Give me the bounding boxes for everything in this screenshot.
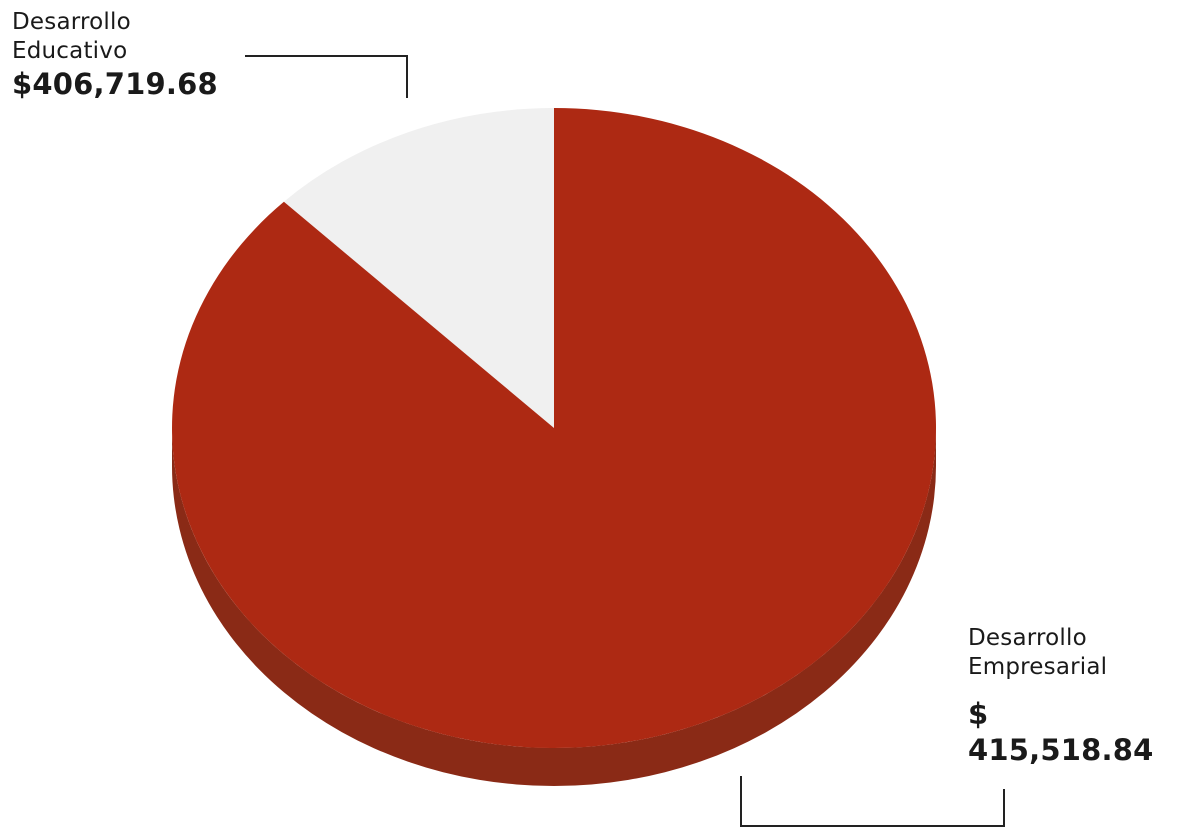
leader-line-educativo	[245, 55, 408, 98]
slice-label-empresarial: Desarrollo Empresarial $ 415,518.84	[968, 624, 1179, 768]
slice-label-educativo-line1: Desarrollo	[12, 9, 131, 35]
pie-layer	[172, 108, 937, 786]
pie-slice-educativo	[283, 108, 554, 428]
pie-slice-empresarial	[172, 108, 937, 749]
slice-value-educativo: $406,719.68	[12, 66, 218, 101]
slice-label-educativo: Desarrollo Educativo $406,719.68	[12, 8, 218, 102]
leader-line-empresarial	[740, 776, 1005, 827]
slice-value-empresarial: $ 415,518.84	[968, 696, 1154, 767]
slice-label-empresarial-line2: Empresarial	[968, 653, 1108, 680]
leader-lines	[245, 55, 1005, 827]
slice-label-educativo-line2: Educativo	[12, 37, 128, 64]
slice-label-empresarial-line1: Desarrollo	[968, 625, 1087, 651]
